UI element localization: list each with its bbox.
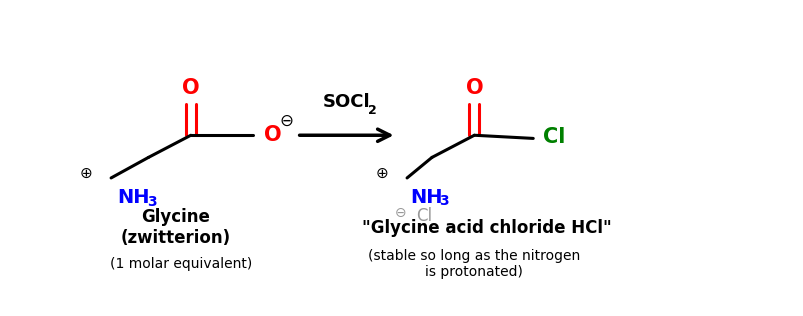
- Text: O: O: [263, 125, 281, 145]
- Text: ⊖: ⊖: [394, 206, 406, 220]
- Text: (stable so long as the nitrogen
is protonated): (stable so long as the nitrogen is proto…: [368, 249, 580, 279]
- Text: NH: NH: [117, 188, 149, 207]
- Text: ⊕: ⊕: [79, 166, 92, 180]
- Text: 3: 3: [147, 195, 157, 209]
- Text: ⊕: ⊕: [375, 166, 388, 180]
- Text: 3: 3: [439, 194, 449, 209]
- Text: Cl: Cl: [543, 127, 565, 147]
- Text: Glycine
(zwitterion): Glycine (zwitterion): [120, 208, 230, 247]
- Text: NH: NH: [410, 188, 442, 207]
- Text: Cl: Cl: [416, 207, 432, 225]
- Text: "Glycine acid chloride HCl": "Glycine acid chloride HCl": [361, 219, 611, 237]
- Text: O: O: [465, 77, 483, 98]
- Text: O: O: [181, 77, 199, 98]
- Text: ⊖: ⊖: [279, 112, 293, 130]
- Text: (1 molar equivalent): (1 molar equivalent): [110, 257, 252, 271]
- Text: SOCl: SOCl: [323, 93, 370, 111]
- Text: 2: 2: [367, 104, 376, 117]
